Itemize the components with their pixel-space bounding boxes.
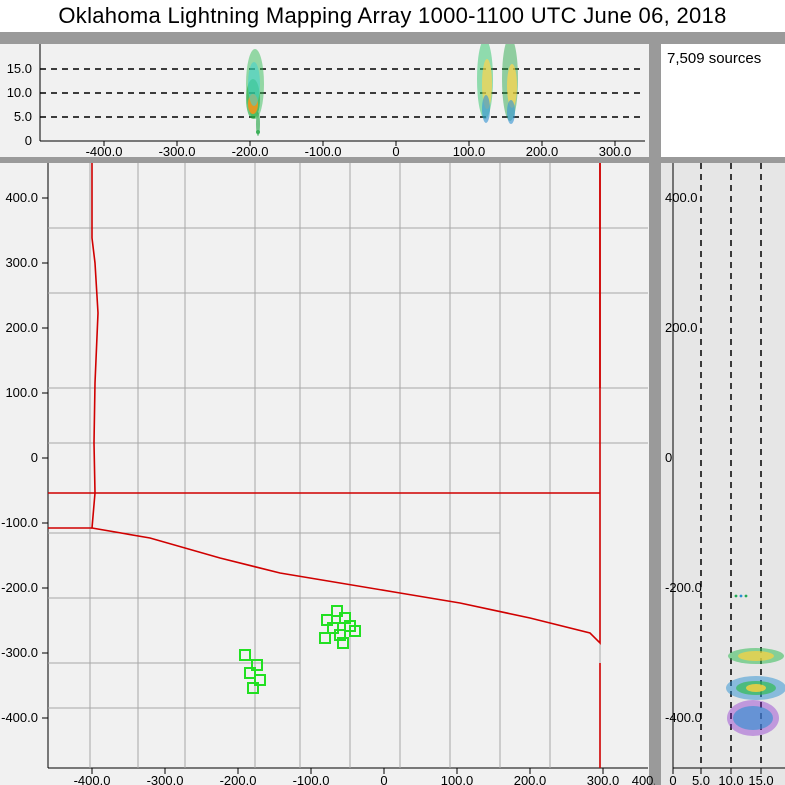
top-ytick-15: 15.0: [7, 61, 32, 76]
svg-text:-100.0: -100.0: [293, 773, 330, 785]
altitude-vs-x-panel[interactable]: 0 5.0 10.0 15.0 -400.0 -300.0 -200.0 -10…: [0, 44, 655, 157]
svg-text:0: 0: [392, 144, 399, 157]
right-scatter-cluster: [726, 648, 785, 736]
top-ytick-5: 5.0: [14, 109, 32, 124]
svg-text:-100.0: -100.0: [305, 144, 342, 157]
svg-text:0: 0: [669, 773, 676, 785]
svg-text:-300.0: -300.0: [159, 144, 196, 157]
svg-text:-400.0: -400.0: [665, 710, 702, 725]
svg-text:200.0: 200.0: [514, 773, 547, 785]
svg-text:0: 0: [665, 450, 672, 465]
svg-text:0: 0: [380, 773, 387, 785]
svg-text:400.0: 400.0: [665, 190, 698, 205]
svg-text:15.0: 15.0: [748, 773, 773, 785]
svg-text:400.0: 400.0: [632, 773, 655, 785]
svg-text:5.0: 5.0: [692, 773, 710, 785]
top-ytick-10: 10.0: [7, 85, 32, 100]
svg-text:10.0: 10.0: [718, 773, 743, 785]
svg-text:300.0: 300.0: [587, 773, 620, 785]
window-title: Oklahoma Lightning Mapping Array 1000-11…: [58, 3, 726, 29]
sources-count-text: 7,509 sources: [667, 50, 761, 67]
svg-text:0: 0: [31, 450, 38, 465]
lma-application: Oklahoma Lightning Mapping Array 1000-11…: [0, 0, 785, 785]
svg-text:300.0: 300.0: [5, 255, 38, 270]
top-ytick-0: 0: [25, 133, 32, 148]
svg-text:-400.0: -400.0: [1, 710, 38, 725]
state-border-oklahoma-panhandle: [92, 163, 600, 643]
svg-text:-200.0: -200.0: [220, 773, 257, 785]
svg-text:-400.0: -400.0: [86, 144, 123, 157]
scatter-cluster-topleft: [246, 49, 264, 136]
county-boundaries: [48, 163, 648, 768]
svg-text:-200.0: -200.0: [232, 144, 269, 157]
svg-text:-200.0: -200.0: [1, 580, 38, 595]
svg-text:-200.0: -200.0: [665, 580, 702, 595]
svg-text:100.0: 100.0: [453, 144, 486, 157]
scatter-cluster-topright: [477, 44, 518, 124]
window-title-bar: Oklahoma Lightning Mapping Array 1000-11…: [0, 0, 785, 38]
map-y-ticks: [42, 198, 48, 718]
svg-text:200.0: 200.0: [5, 320, 38, 335]
main-map-panel[interactable]: -400.0 -300.0 -200.0 -100.0 0 100.0 200.…: [0, 163, 655, 785]
svg-text:100.0: 100.0: [5, 385, 38, 400]
svg-text:-300.0: -300.0: [1, 645, 38, 660]
svg-text:400.0: 400.0: [5, 190, 38, 205]
altitude-vs-y-panel[interactable]: 400.0 200.0 0 -200.0 -400.0: [661, 163, 785, 785]
right-scatter-stray: [735, 595, 748, 598]
svg-text:-400.0: -400.0: [74, 773, 111, 785]
sources-count-panel: 7,509 sources: [661, 44, 785, 157]
svg-text:200.0: 200.0: [665, 320, 698, 335]
svg-text:-300.0: -300.0: [147, 773, 184, 785]
svg-text:100.0: 100.0: [441, 773, 474, 785]
svg-text:200.0: 200.0: [526, 144, 559, 157]
svg-text:300.0: 300.0: [599, 144, 632, 157]
svg-text:-100.0: -100.0: [1, 515, 38, 530]
